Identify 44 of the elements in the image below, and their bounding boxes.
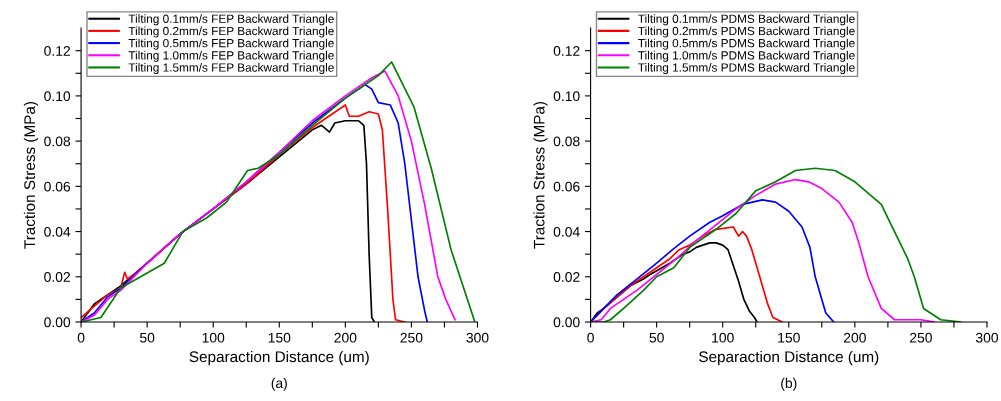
y-tick-label: 0.02 (553, 272, 580, 282)
legend-label: Tilting 0.1mm/s FEP Backward Triangle (128, 14, 334, 26)
x-tick-label: 200 (334, 332, 357, 343)
x-tick-label: 300 (975, 332, 999, 343)
x-tick-label: 100 (712, 332, 734, 343)
legend-label: Tilting 0.5mm/s FEP Backward Triangle (128, 38, 334, 50)
y-tick-label: 0.00 (553, 317, 580, 328)
legend-label: Tilting 0.2mm/s PDMS Backward Triangle (638, 26, 855, 38)
y-tick-label: 0.00 (44, 317, 71, 328)
legend-label: Tilting 1.0mm/s PDMS Backward Triangle (638, 50, 855, 62)
x-tick-label: 300 (466, 332, 489, 343)
y-axis-title: Traction Stress (MPa) (533, 101, 548, 249)
y-tick-label: 0.10 (553, 91, 580, 102)
x-axis-title: Separaction Distance (um) (189, 350, 369, 366)
x-tick-label: 0 (77, 332, 85, 343)
x-tick-label: 100 (202, 332, 225, 343)
x-tick-label: 50 (649, 332, 664, 343)
y-tick-label: 0.06 (553, 181, 580, 192)
text: (b) (781, 377, 797, 391)
legend-label: Tilting 0.5mm/s PDMS Backward Triangle (638, 38, 855, 50)
y-tick-label: 0.08 (44, 136, 71, 147)
x-tick-label: 150 (268, 332, 291, 343)
x-tick-label: 250 (400, 332, 423, 343)
y-tick-label: 0.04 (553, 226, 580, 237)
y-axis-title: Traction Stress (MPa) (23, 101, 39, 249)
y-tick-label: 0.06 (44, 181, 71, 192)
x-tick-label: 250 (910, 332, 932, 343)
legend-label: Tilting 1.0mm/s FEP Backward Triangle (128, 50, 334, 62)
y-tick-label: 0.12 (44, 46, 70, 56)
legend-label: Tilting 0.2mm/s FEP Backward Triangle (128, 26, 334, 38)
x-tick-label: 150 (778, 332, 800, 343)
x-tick-label: 0 (587, 332, 594, 343)
y-tick-label: 0.12 (553, 46, 580, 56)
x-tick-label: 50 (139, 332, 155, 343)
x-axis-title: Separaction Distance (um) (699, 350, 879, 366)
y-tick-label: 0.10 (44, 91, 71, 102)
y-tick-label: 0.02 (44, 272, 70, 282)
legend-label: Tilting 0.1mm/s PDMS Backward Triangle (638, 14, 855, 26)
y-tick-label: 0.04 (44, 226, 71, 237)
text: (a) (271, 377, 287, 391)
y-tick-label: 0.08 (553, 136, 580, 147)
legend-label: Tilting 1.5mm/s PDMS Backward Triangle (638, 63, 855, 75)
x-tick-label: 200 (843, 332, 866, 343)
legend-label: Tilting 1.5mm/s FEP Backward Triangle (128, 63, 334, 75)
